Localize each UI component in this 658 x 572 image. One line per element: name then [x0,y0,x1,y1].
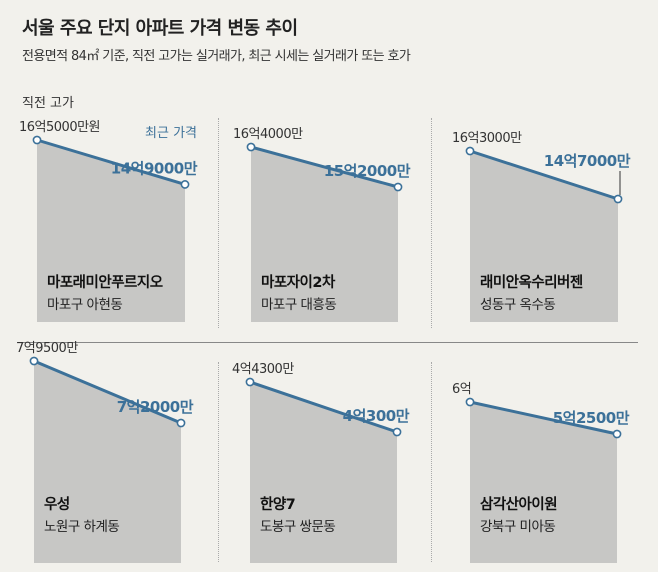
recent-price-label: 4억300만 [343,407,410,425]
complex-name: 한양7 [260,496,295,513]
complex-name: 우성 [44,495,70,513]
chart-title: 서울 주요 단지 아파트 가격 변동 추이 [22,18,298,39]
price-area [34,361,181,563]
recent-price-legend: 최근 가격 [145,126,197,141]
complex-name: 마포래미안푸르지오 [47,273,163,291]
series-line [36,138,186,186]
previous-high-label: 7억9500만 [16,341,78,356]
complex-district: 강북구 미아동 [480,519,555,535]
previous-high-point [465,397,475,407]
complex-name: 삼각산아이원 [480,495,557,513]
column-separator [218,362,219,562]
previous-high-point [465,146,475,156]
complex-name: 마포자이2차 [261,274,336,291]
recent-price-point [612,429,622,439]
series-line [250,145,399,189]
previous-high-label: 16억3000만 [452,131,522,146]
recent-price-label: 14억7000만 [544,152,631,170]
recent-price-label: 14억9000만 [111,159,198,177]
chart-subtitle: 전용면적 84㎡ 기준, 직전 고가는 실거래가, 최근 시세는 실거래가 또는… [22,49,411,64]
complex-district: 마포구 대흥동 [261,297,336,313]
previous-high-label: 6억 [452,382,471,397]
recent-price-label: 7억2000만 [117,398,194,416]
complex-district: 성동구 옥수동 [480,297,555,313]
previous-high-label: 16억4000만 [233,127,303,142]
series-line [469,400,618,436]
complex-district: 마포구 아현동 [47,297,122,313]
row-divider [22,342,638,343]
price-area [470,151,618,322]
price-area [251,147,398,322]
previous-high-point [29,356,39,366]
series-line [249,380,398,434]
recent-price-point [180,180,190,189]
recent-price-point [392,427,402,437]
previous-high-point [245,377,255,387]
price-area [470,402,617,563]
price-area [37,140,185,322]
complex-name: 래미안옥수리버젠 [480,273,583,291]
complex-district: 노원구 하계동 [44,519,119,535]
price-area [250,382,397,563]
series-line [469,149,619,201]
column-separator [431,118,432,328]
series-line [33,359,182,425]
column-separator [431,362,432,562]
recent-price-point [393,182,403,192]
previous-high-legend: 직전 고가 [22,96,74,111]
recent-price-label: 5억2500만 [553,409,630,427]
previous-high-point [32,135,42,145]
previous-high-label: 16억5000만원 [19,120,100,135]
recent-price-point [613,194,623,204]
column-separator [218,118,219,328]
previous-high-label: 4억4300만 [232,362,294,377]
recent-price-label: 15억2000만 [324,162,411,180]
complex-district: 도봉구 쌍문동 [260,519,335,535]
previous-high-point [246,142,256,152]
recent-price-point [176,418,186,428]
